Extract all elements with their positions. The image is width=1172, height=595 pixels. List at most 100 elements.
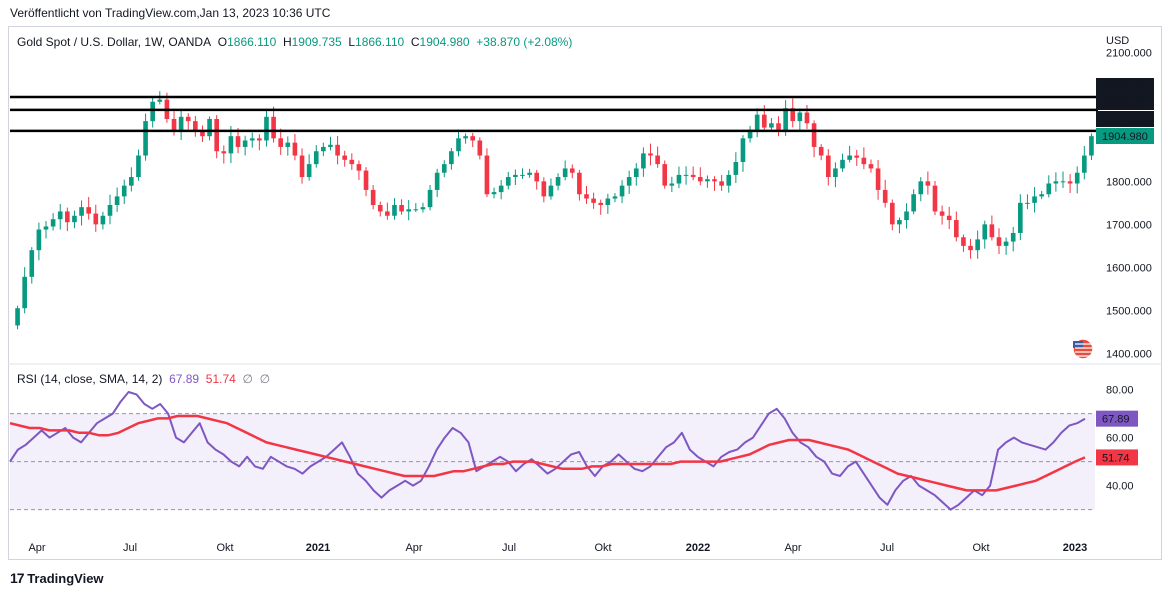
candle-body bbox=[1003, 241, 1009, 246]
candle-body bbox=[591, 198, 596, 203]
candle-body bbox=[605, 198, 611, 205]
date-tick-label: 2022 bbox=[686, 542, 710, 554]
candle-body bbox=[676, 174, 682, 184]
candle-body bbox=[683, 174, 689, 176]
level-price-label: 1966.036 bbox=[1102, 97, 1148, 109]
level-price-box bbox=[1096, 94, 1154, 110]
candle-body bbox=[911, 194, 916, 212]
candle-body bbox=[150, 101, 155, 122]
candle-body bbox=[363, 170, 369, 190]
candle-body bbox=[313, 151, 319, 165]
candle-body bbox=[861, 157, 867, 165]
candle-body bbox=[598, 202, 604, 205]
candle-body bbox=[854, 155, 860, 158]
candle-body bbox=[178, 116, 184, 130]
candle-body bbox=[882, 189, 888, 203]
date-tick-label: Apr bbox=[405, 542, 422, 554]
candle-body bbox=[406, 209, 412, 212]
candle-body bbox=[626, 177, 632, 186]
candle-body bbox=[449, 151, 454, 165]
candle-body bbox=[22, 276, 27, 309]
candle-body bbox=[790, 108, 796, 122]
candle-body bbox=[840, 159, 845, 169]
published-header: Veröffentlicht von TradingView.com,Jan 1… bbox=[10, 6, 330, 20]
candle-body bbox=[584, 194, 589, 199]
candle-body bbox=[392, 205, 397, 216]
rsi-tick-label: 80.00 bbox=[1106, 385, 1134, 397]
candle-body bbox=[427, 189, 433, 208]
candle-body bbox=[505, 177, 511, 186]
date-tick-label: 2021 bbox=[306, 542, 330, 554]
candle-body bbox=[754, 114, 760, 130]
date-tick-label: Apr bbox=[28, 542, 45, 554]
symbol-legend[interactable]: Gold Spot / U.S. Dollar, 1W, OANDA O1866… bbox=[17, 35, 572, 49]
candle-body bbox=[264, 116, 269, 141]
candle-body bbox=[214, 118, 219, 152]
candle-body bbox=[989, 224, 995, 238]
date-tick-label: Apr bbox=[784, 542, 801, 554]
close-label: C bbox=[410, 35, 420, 49]
tradingview-brand: TradingView bbox=[27, 571, 104, 586]
rsi-ma-value-box bbox=[1096, 449, 1138, 466]
candle-body bbox=[477, 140, 483, 156]
null-value-1: ∅ bbox=[242, 372, 253, 386]
rsi-ma-value-label: 51.74 bbox=[1102, 452, 1130, 464]
rsi-title: RSI (14, close, SMA, 14, 2) bbox=[17, 372, 163, 386]
rsi-legend-value: 67.89 bbox=[169, 372, 200, 386]
candle-body bbox=[740, 138, 746, 162]
candle-body bbox=[918, 181, 924, 195]
candle-body bbox=[946, 215, 952, 221]
candle-body bbox=[875, 168, 881, 190]
candle-body bbox=[939, 211, 945, 216]
rsi-ma-legend-value: 51.74 bbox=[205, 372, 236, 386]
price-tick-label: 1500.000 bbox=[1106, 305, 1152, 317]
candle-body bbox=[569, 168, 575, 173]
candle-body bbox=[548, 185, 554, 197]
candle-body bbox=[783, 108, 788, 130]
date-tick-label: Okt bbox=[594, 542, 611, 554]
candle-body bbox=[235, 136, 241, 147]
candle-body bbox=[441, 164, 447, 173]
candle-body bbox=[200, 131, 205, 137]
candle-body bbox=[129, 177, 134, 186]
rsi-ma-line bbox=[9, 414, 1086, 492]
candle-body bbox=[541, 181, 547, 197]
candle-body bbox=[818, 146, 824, 156]
candle-body bbox=[726, 174, 732, 186]
published-datetime: Jan 13, 2023 10:36 UTC bbox=[199, 6, 331, 20]
candle-body bbox=[761, 114, 767, 128]
candle-body bbox=[776, 123, 781, 130]
published-by: Veröffentlicht von TradingView.com, bbox=[10, 6, 200, 20]
level-price-label: 1996.018 bbox=[1102, 81, 1148, 93]
price-tick-label: 1600.000 bbox=[1106, 262, 1152, 274]
chart-frame bbox=[8, 26, 1162, 560]
candle-body bbox=[385, 211, 390, 216]
candle-body bbox=[847, 155, 852, 160]
high-label: H bbox=[282, 35, 292, 49]
tradingview-footer[interactable]: 17 TradingView bbox=[10, 570, 104, 586]
candle-body bbox=[897, 220, 902, 225]
candle-body bbox=[278, 138, 284, 147]
candle-body bbox=[114, 196, 120, 205]
candle-body bbox=[648, 153, 653, 156]
high-value: 1909.735 bbox=[291, 35, 342, 49]
candle-body bbox=[121, 185, 127, 197]
rsi-legend[interactable]: RSI (14, close, SMA, 14, 2) 67.89 51.74 … bbox=[17, 372, 270, 386]
low-label: L bbox=[348, 35, 356, 49]
candle-body bbox=[484, 155, 490, 195]
candle-body bbox=[633, 168, 639, 178]
candle-body bbox=[520, 174, 525, 176]
candle-body bbox=[242, 140, 248, 147]
candle-body bbox=[100, 215, 106, 225]
candle-body bbox=[932, 185, 938, 212]
candle-body bbox=[207, 118, 212, 137]
candle-body bbox=[399, 205, 404, 212]
candle-body bbox=[1025, 202, 1030, 204]
price-tick-label: 1400.000 bbox=[1106, 348, 1152, 360]
candle-body bbox=[1018, 202, 1023, 233]
candle-body bbox=[1082, 155, 1087, 173]
candle-body bbox=[1053, 181, 1059, 184]
rsi-tick-label: 60.00 bbox=[1106, 433, 1134, 445]
candle-body bbox=[420, 207, 426, 210]
